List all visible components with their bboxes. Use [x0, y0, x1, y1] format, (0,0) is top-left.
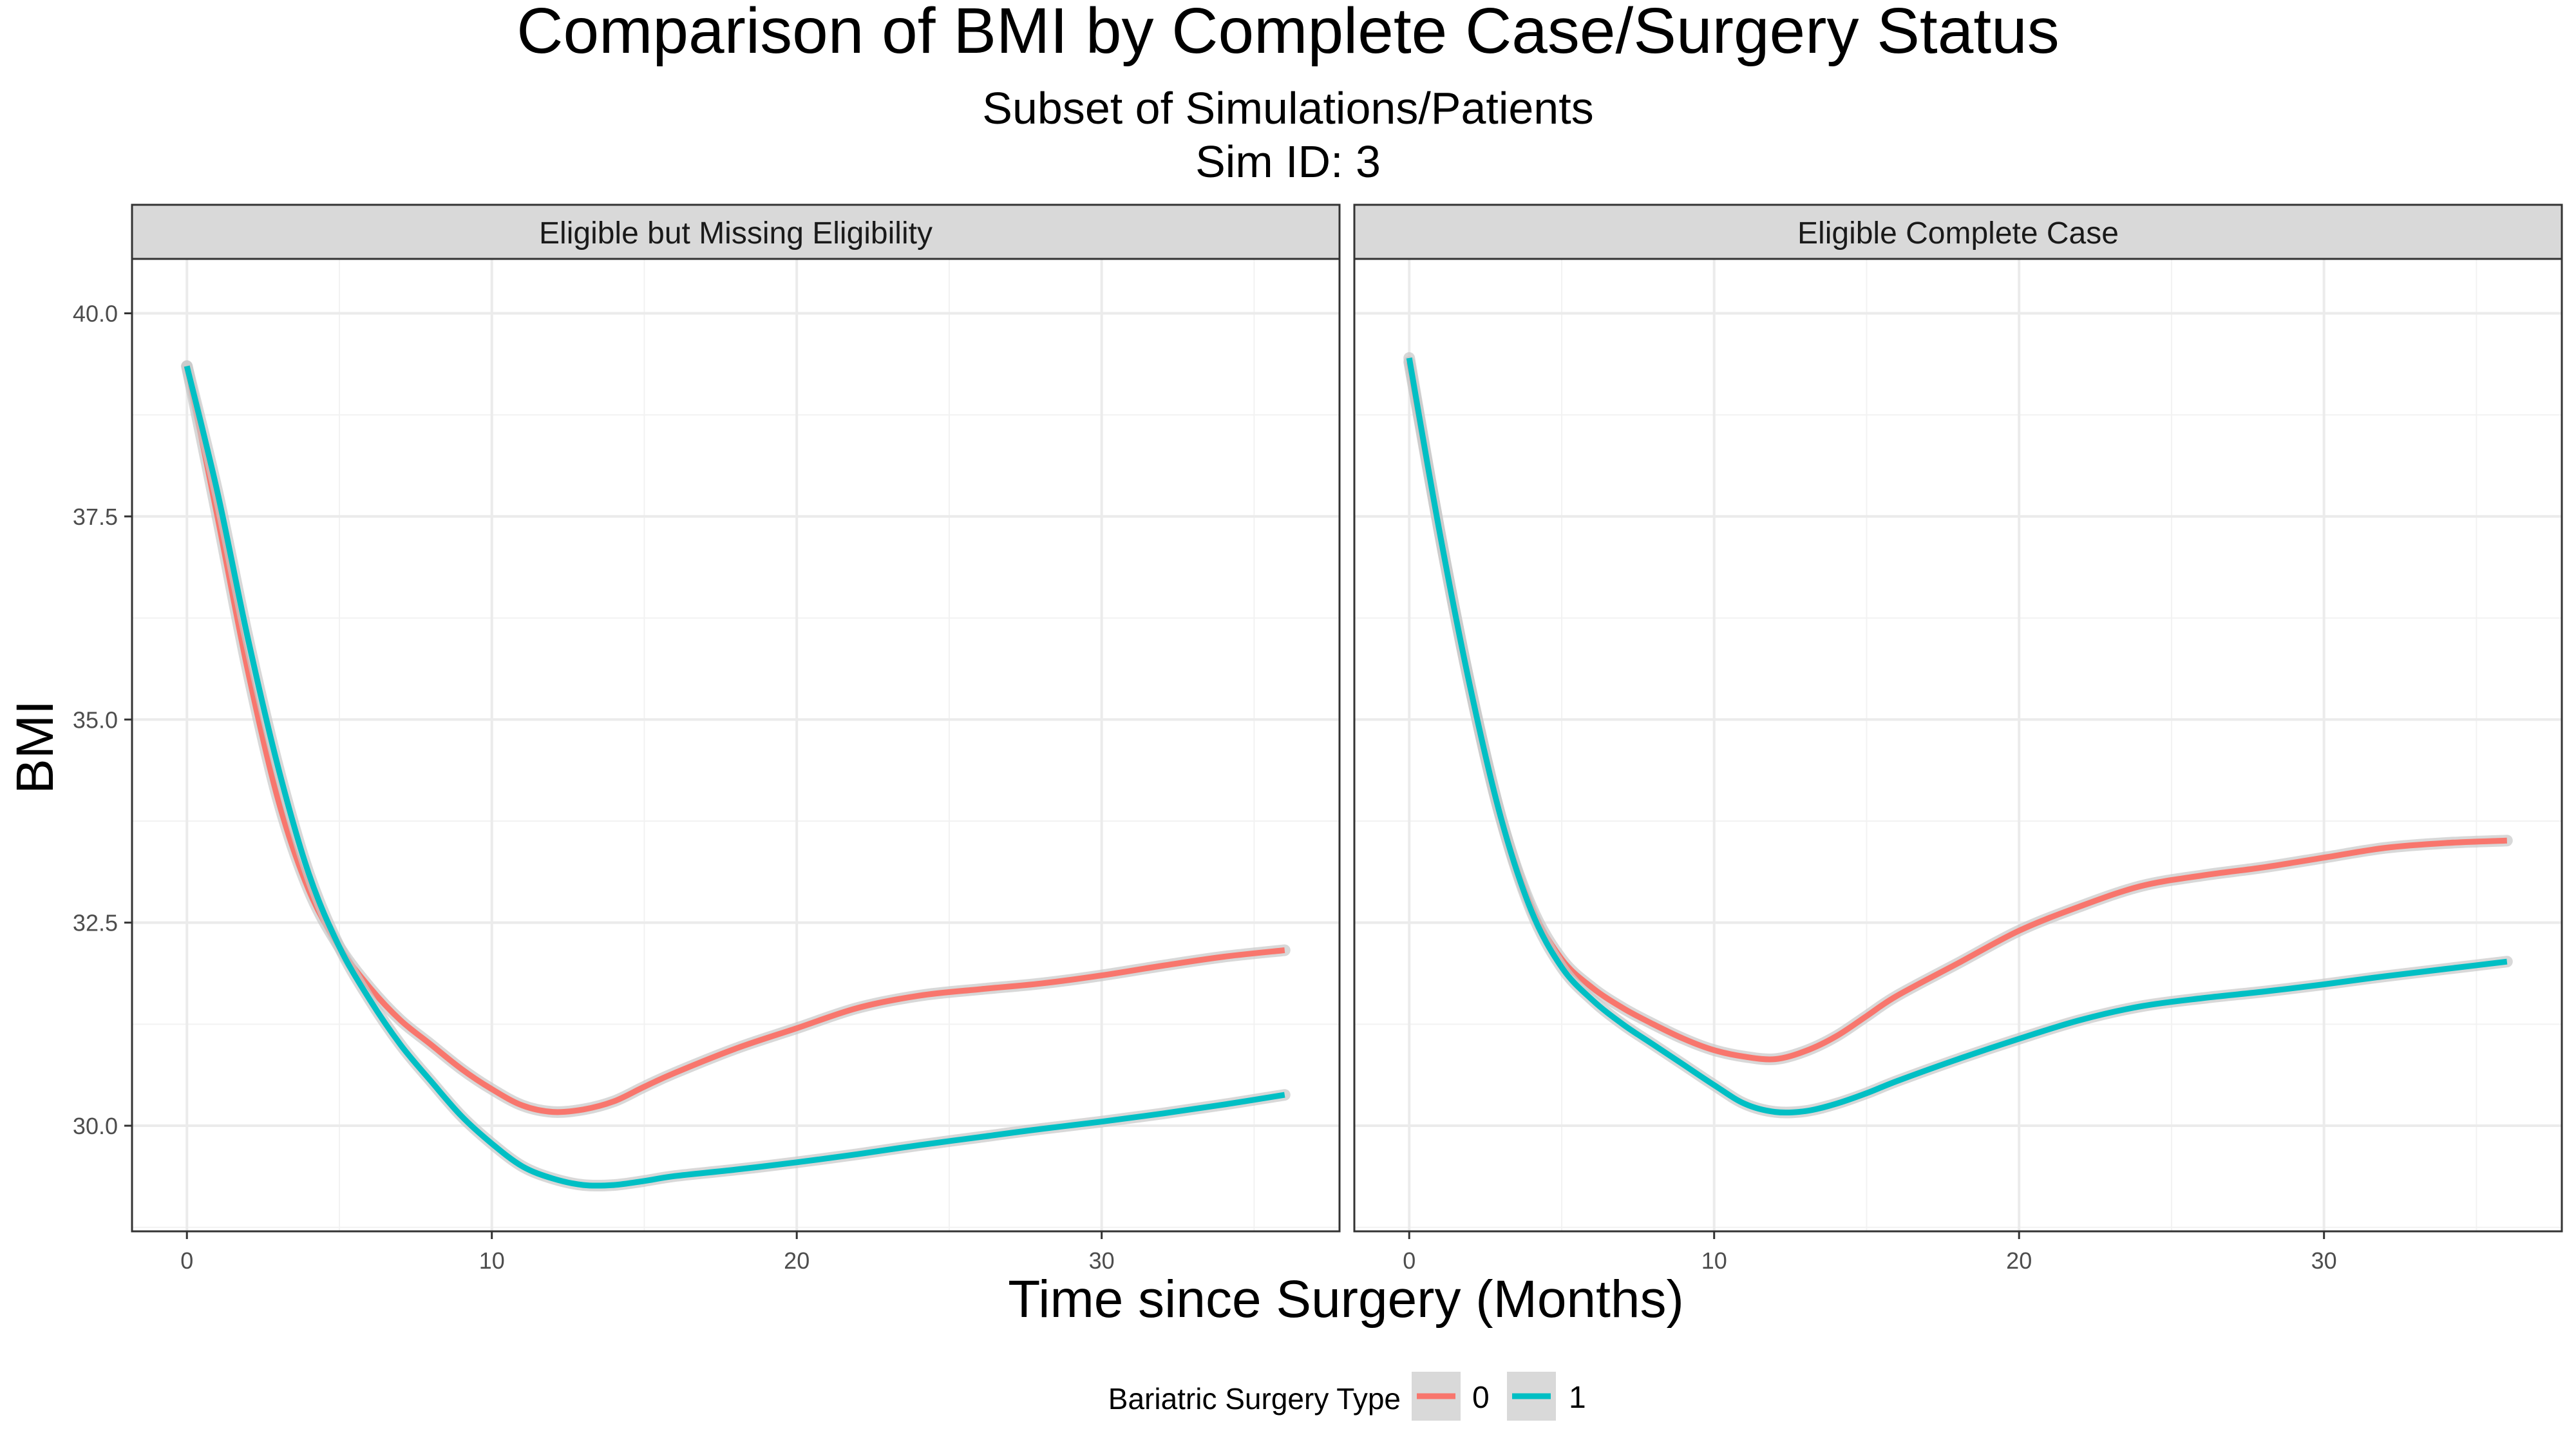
series-0-line: [184, 365, 1285, 1115]
x-tick-label: 10: [479, 1247, 505, 1274]
panel-strip-label: Eligible but Missing Eligibility: [539, 216, 933, 251]
legend-item-0: 0: [1412, 1372, 1490, 1421]
x-tick-label: 30: [2311, 1247, 2337, 1274]
x-tick-label: 20: [784, 1247, 810, 1274]
y-tick-label: 37.5: [73, 504, 118, 530]
panel-background: [1354, 259, 2562, 1231]
x-tick-label: 0: [1403, 1247, 1416, 1274]
series-1-line: [184, 365, 1285, 1189]
y-axis-title: BMI: [6, 700, 64, 794]
panel-background: [132, 259, 1340, 1231]
y-tick-label: 32.5: [73, 910, 118, 936]
chart-title: Comparison of BMI by Complete Case/Surge…: [516, 0, 2059, 67]
x-tick-label: 30: [1089, 1247, 1115, 1274]
y-tick-label: 30.0: [73, 1113, 118, 1139]
panel-strip-label: Eligible Complete Case: [1797, 216, 2119, 251]
x-axis-title: Time since Surgery (Months): [1008, 1270, 1684, 1329]
x-tick-label: 20: [2006, 1247, 2032, 1274]
panel-eligible-missing: Eligible but Missing Eligibility 0 10 20 30 3…: [73, 204, 1341, 1274]
panel-strip: [131, 204, 1341, 260]
chart-subtitle-line-2: Sim ID: 3: [1195, 137, 1381, 187]
y-tick-label: 35.0: [73, 706, 118, 733]
legend: Bariatric Surgery Type 0 1: [1108, 1372, 1586, 1421]
legend-label-0: 0: [1472, 1381, 1490, 1415]
legend-title: Bariatric Surgery Type: [1108, 1382, 1401, 1416]
chart-subtitle-line-1: Subset of Simulations/Patients: [982, 83, 1593, 133]
legend-label-1: 1: [1569, 1381, 1586, 1415]
x-tick-label: 0: [180, 1247, 193, 1274]
x-tick-label: 10: [1701, 1247, 1727, 1274]
series-1-line: [1406, 357, 2508, 1116]
panel-eligible-complete: Eligible Complete Case 0 10 20 30: [1353, 204, 2563, 1274]
panel-strip: [1353, 204, 2563, 260]
legend-item-1: 1: [1507, 1372, 1586, 1421]
y-tick-label: 40.0: [73, 301, 118, 327]
